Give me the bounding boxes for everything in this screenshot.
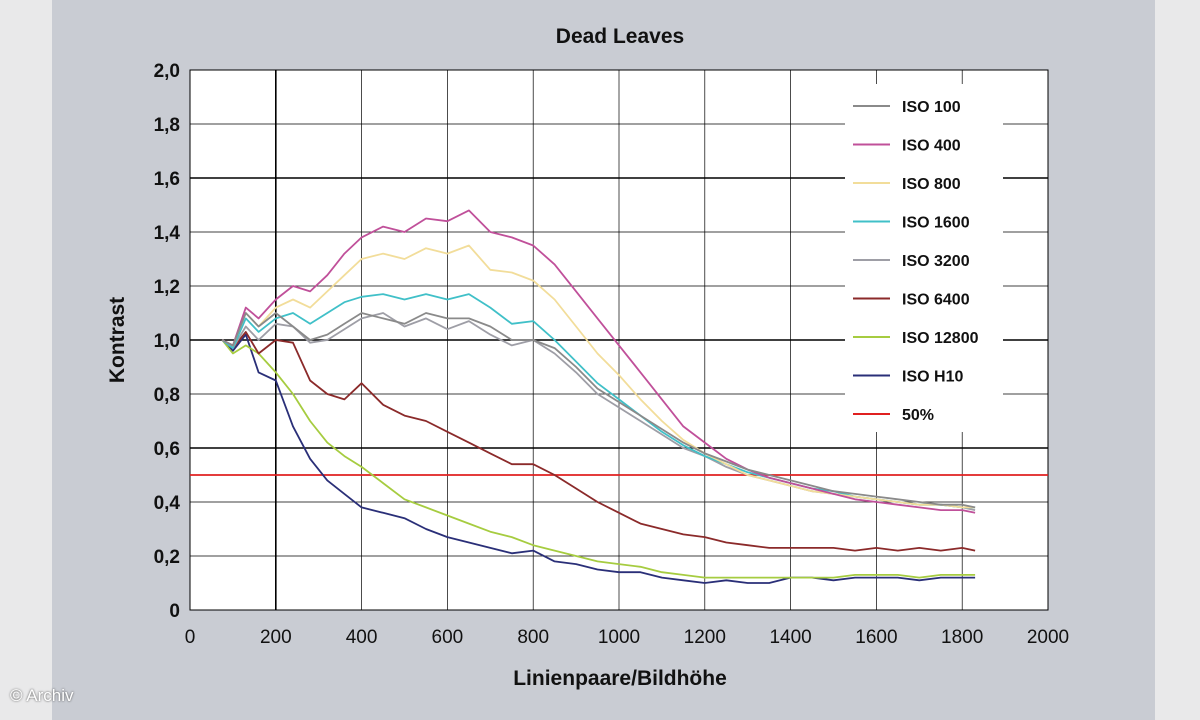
y-tick-label: 1,2: [154, 277, 180, 298]
x-tick-label: 1400: [769, 627, 811, 648]
y-tick-label: 1,0: [154, 331, 180, 352]
series-line-iso-400: [221, 209, 976, 514]
y-tick-label: 0,4: [154, 493, 181, 514]
y-tick-labels: 0 0,2 0,4 0,6 0,8 1,0 1,2 1,4 1,6 1,8 2,0: [154, 61, 181, 622]
legend-label: ISO 800: [902, 176, 961, 193]
legend-label: 50%: [902, 407, 934, 424]
x-tick-label: 0: [185, 627, 196, 648]
series-line-iso-100: [221, 312, 976, 509]
legend-box: [845, 84, 1003, 432]
x-tick-label: 200: [260, 627, 292, 648]
legend-label: ISO 6400: [902, 292, 970, 309]
y-tick-label: 1,8: [154, 115, 180, 136]
x-tick-label: 2000: [1027, 627, 1069, 648]
y-tick-label: 1,6: [154, 169, 180, 190]
y-tick-label: 0,6: [154, 439, 180, 460]
x-tick-label: 600: [432, 627, 464, 648]
legend: ISO 100 ISO 400 ISO 800 ISO 1600 ISO 3200 ISO…: [853, 99, 979, 424]
legend-label: ISO 100: [902, 99, 961, 116]
legend-label: ISO 12800: [902, 330, 979, 347]
series-line-iso-800: [221, 244, 976, 509]
y-tick-label: 0,8: [154, 385, 180, 406]
y-tick-label: 0,2: [154, 547, 180, 568]
x-tick-label: 1800: [941, 627, 983, 648]
x-tick-label: 400: [346, 627, 378, 648]
legend-label: ISO H10: [902, 369, 963, 386]
plot-frame: [189, 69, 1049, 611]
series-line-iso-h10: [221, 333, 976, 584]
legend-label: ISO 3200: [902, 253, 970, 270]
x-tick-label: 1000: [598, 627, 640, 648]
y-tick-label: 1,4: [154, 223, 181, 244]
y-tick-label: 2,0: [154, 61, 180, 82]
x-tick-label: 800: [517, 627, 549, 648]
x-tick-labels: 0 200 400 600 800 1000 1200 1400 1600 1800 2000: [185, 627, 1069, 648]
series-line-iso-6400: [221, 330, 976, 552]
left-margin: [0, 0, 52, 720]
chart-title: Dead Leaves: [556, 25, 684, 48]
legend-label: ISO 400: [902, 138, 961, 155]
legend-label: ISO 1600: [902, 215, 970, 232]
right-margin: [1155, 0, 1200, 720]
y-tick-label: 0: [169, 601, 180, 622]
series-line-iso-12800: [221, 339, 976, 579]
x-axis-label: Linienpaare/Bildhöhe: [513, 667, 727, 690]
series-lines: [190, 209, 1048, 584]
y-axis-label: Kontrast: [106, 297, 129, 383]
x-tick-label: 1200: [684, 627, 726, 648]
copyright-notice: © Archiv: [10, 686, 74, 705]
x-tick-label: 1600: [855, 627, 897, 648]
